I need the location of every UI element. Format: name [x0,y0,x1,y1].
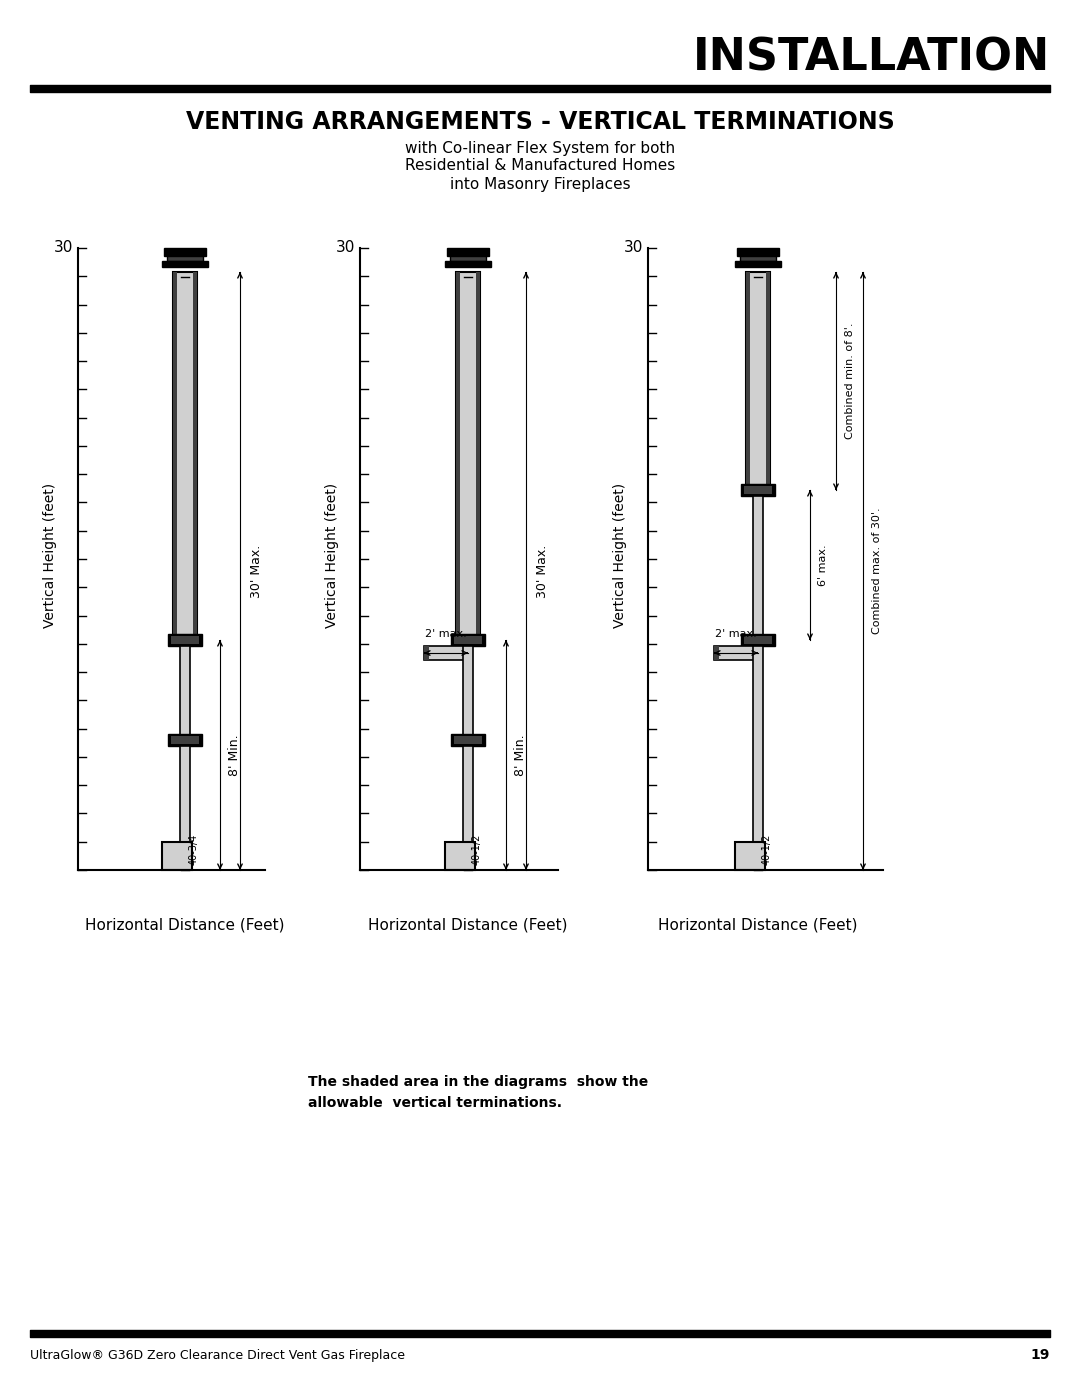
Bar [737,249,779,256]
Text: Vertical Height (feet): Vertical Height (feet) [325,482,339,627]
Bar [454,736,482,745]
Bar [463,746,473,842]
Bar [451,733,485,746]
Bar [168,733,202,746]
Bar [164,249,206,256]
Text: 2' max.: 2' max. [426,629,467,638]
Bar [445,842,475,870]
Bar [463,645,473,735]
Bar [746,272,770,485]
Bar [162,842,192,870]
Bar [180,746,190,842]
Bar [424,645,470,659]
Bar [766,272,770,485]
Bar [171,736,199,745]
Text: 40-1/2: 40-1/2 [762,834,772,865]
Text: into Masonry Fireplaces: into Masonry Fireplaces [449,176,631,191]
Bar [445,261,491,267]
Bar [162,261,208,267]
Text: 30: 30 [623,240,643,256]
Bar [193,272,197,636]
Bar [740,256,777,261]
Bar [735,842,765,870]
Bar [454,636,482,644]
Bar [744,636,772,644]
Text: 8' Min.: 8' Min. [514,735,527,775]
Text: Horizontal Distance (Feet): Horizontal Distance (Feet) [368,918,568,933]
Text: The shaded area in the diagrams  show the
allowable  vertical terminations.: The shaded area in the diagrams show the… [308,1076,648,1109]
Bar [450,256,486,261]
Bar [447,249,489,256]
Text: 40-3/4: 40-3/4 [189,834,199,865]
Bar [173,272,197,636]
Text: Vertical Height (feet): Vertical Height (feet) [613,482,627,627]
Bar [456,272,480,636]
Text: UltraGlow® G36D Zero Clearance Direct Vent Gas Fireplace: UltraGlow® G36D Zero Clearance Direct Ve… [30,1348,405,1362]
Text: Combined min. of 8'.: Combined min. of 8'. [845,323,855,439]
Bar [171,636,199,644]
Bar [753,496,762,636]
Bar [173,272,177,636]
Text: Combined max. of 30'.: Combined max. of 30'. [872,507,882,634]
Text: Vertical Height (feet): Vertical Height (feet) [43,482,57,627]
Bar [180,645,190,735]
Text: 6' max.: 6' max. [818,545,828,585]
Text: 30: 30 [336,240,355,256]
Text: 30' Max.: 30' Max. [536,545,549,598]
Bar [168,634,202,645]
Text: 30: 30 [54,240,73,256]
Bar [424,645,429,659]
Bar [744,486,772,495]
Bar [741,483,775,496]
Text: 30' Max.: 30' Max. [249,545,264,598]
Text: 8' Min.: 8' Min. [228,735,241,775]
Text: 40-1/2: 40-1/2 [472,834,482,865]
Bar [753,645,762,842]
Bar [476,272,480,636]
Text: with Co-linear Flex System for both: with Co-linear Flex System for both [405,141,675,155]
Bar [741,634,775,645]
Bar [451,634,485,645]
Bar [714,645,719,659]
Text: 2' max.: 2' max. [715,629,757,638]
Text: Horizontal Distance (Feet): Horizontal Distance (Feet) [658,918,858,933]
Text: VENTING ARRANGEMENTS - VERTICAL TERMINATIONS: VENTING ARRANGEMENTS - VERTICAL TERMINAT… [186,110,894,134]
Bar [735,261,781,267]
Text: Residential & Manufactured Homes: Residential & Manufactured Homes [405,158,675,173]
Bar [714,645,760,659]
Text: 19: 19 [1030,1348,1050,1362]
Text: Horizontal Distance (Feet): Horizontal Distance (Feet) [85,918,285,933]
Bar [167,256,203,261]
Bar [456,272,460,636]
Bar [746,272,750,485]
Text: INSTALLATION: INSTALLATION [692,36,1050,80]
